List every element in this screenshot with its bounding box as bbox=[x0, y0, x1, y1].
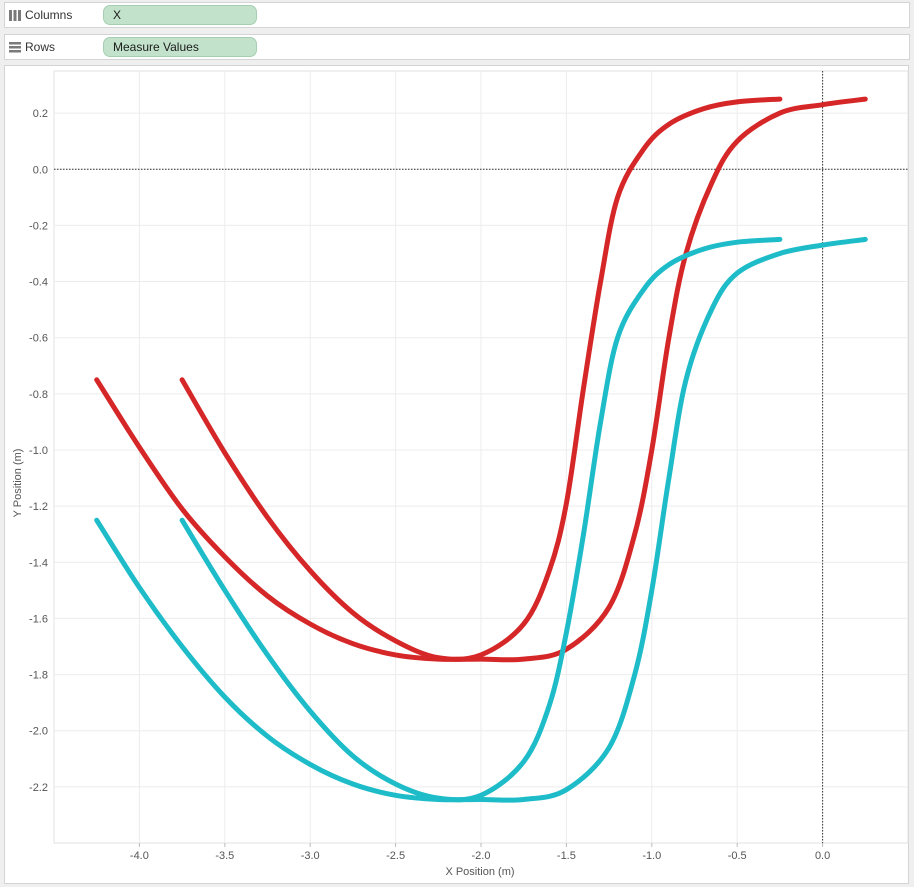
y-tick-label: 0.0 bbox=[33, 164, 48, 176]
y-tick-label: -1.8 bbox=[29, 670, 48, 682]
x-tick-label: -3.5 bbox=[215, 850, 234, 862]
y-tick-label: -0.8 bbox=[29, 389, 48, 401]
y-axis-title: Y Position (m) bbox=[12, 449, 24, 518]
x-tick-label: -3.0 bbox=[301, 850, 320, 862]
series-line bbox=[94, 236, 868, 803]
grid bbox=[53, 70, 909, 847]
columns-pill[interactable]: X bbox=[103, 5, 257, 25]
y-tick-label: -2.0 bbox=[29, 726, 48, 738]
y-tick-label: -0.2 bbox=[29, 220, 48, 232]
y-tick-label: -1.0 bbox=[29, 445, 48, 457]
rows-label: Rows bbox=[25, 40, 56, 54]
rows-icon bbox=[9, 41, 21, 52]
x-tick-label: -1.5 bbox=[557, 850, 576, 862]
x-tick-label: -2.0 bbox=[472, 850, 491, 862]
tick-labels: -4.0 -3.5 -3.0 -2.5 -2.0 -1.5 -1.0 -0.5 0.0 0.2 0.… bbox=[29, 108, 830, 862]
rows-pill[interactable]: Measure Values bbox=[103, 37, 257, 57]
columns-icon bbox=[9, 9, 21, 21]
columns-shelf: Columns X bbox=[4, 2, 910, 28]
y-tick-label: -1.2 bbox=[29, 501, 48, 513]
rows-shelf-label: Rows bbox=[5, 40, 103, 54]
series-line bbox=[179, 236, 783, 803]
y-tick-label: -1.4 bbox=[29, 557, 48, 569]
reference-lines bbox=[54, 71, 908, 843]
columns-label: Columns bbox=[25, 8, 73, 22]
x-tick-label: 0.0 bbox=[815, 850, 830, 862]
x-tick-label: -0.5 bbox=[728, 850, 747, 862]
y-tick-label: -2.2 bbox=[29, 782, 48, 794]
series-line bbox=[179, 96, 783, 662]
y-tick-label: -1.6 bbox=[29, 613, 48, 625]
columns-shelf-label: Columns bbox=[5, 8, 103, 22]
x-tick-label: -2.5 bbox=[386, 850, 405, 862]
rows-shelf: Rows Measure Values bbox=[4, 34, 910, 60]
x-tick-label: -4.0 bbox=[130, 850, 149, 862]
chart-area[interactable]: -4.0 -3.5 -3.0 -2.5 -2.0 -1.5 -1.0 -0.5 0.0 0.2 0.… bbox=[4, 65, 909, 884]
series-group bbox=[94, 96, 868, 803]
x-axis-title: X Position (m) bbox=[445, 866, 514, 878]
x-tick-label: -1.0 bbox=[642, 850, 661, 862]
y-tick-label: -0.4 bbox=[29, 277, 48, 289]
y-tick-label: 0.2 bbox=[33, 108, 48, 120]
y-tick-label: -0.6 bbox=[29, 333, 48, 345]
